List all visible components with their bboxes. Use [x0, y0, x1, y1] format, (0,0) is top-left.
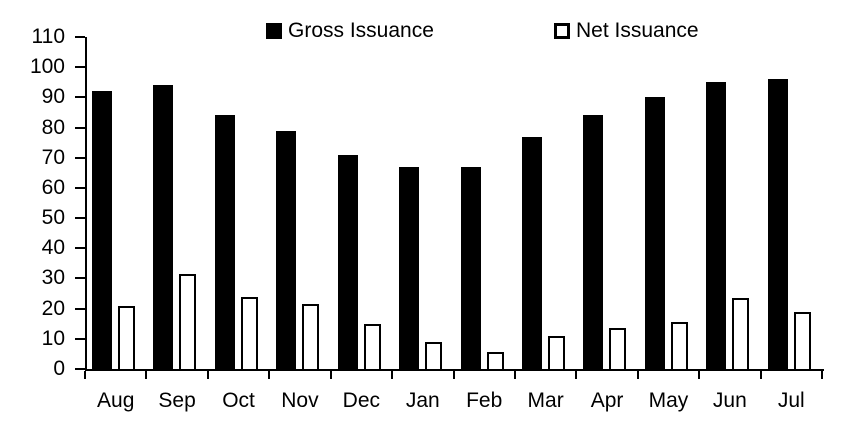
x-axis-month-label: Feb — [466, 389, 503, 412]
y-axis-tick — [75, 277, 85, 280]
net-issuance-bar — [240, 296, 258, 369]
x-axis-tick — [329, 371, 332, 379]
y-axis-tick — [75, 156, 85, 159]
gross-issuance-bar — [153, 85, 174, 369]
x-axis-tick — [84, 371, 86, 379]
x-axis-tick — [206, 371, 209, 379]
legend-item-net-issuance: Net Issuance — [554, 18, 699, 43]
net-issuance-bar — [425, 341, 443, 369]
y-axis-tick-label: 40 — [41, 236, 65, 260]
x-axis-tick — [513, 371, 516, 379]
y-axis-tick — [75, 217, 85, 220]
y-axis-tick — [75, 307, 85, 310]
x-axis-month-label: May — [648, 389, 689, 412]
legend-item-gross-issuance: Gross Issuance — [266, 18, 434, 43]
y-axis-tick — [75, 66, 85, 69]
y-axis-tick-label: 90 — [41, 85, 65, 109]
net-issuance-bar — [670, 322, 688, 369]
x-axis-month-label: Sep — [158, 389, 196, 412]
y-axis-tick-label: 80 — [41, 115, 65, 139]
x-axis-month-label: Jan — [405, 389, 440, 412]
y-axis-tick — [75, 126, 85, 129]
x-axis-tick — [452, 371, 455, 379]
y-axis-tick-label: 10 — [41, 326, 65, 350]
y-axis-tick-label: 70 — [41, 145, 65, 169]
net-issuance-bar — [732, 298, 750, 369]
gross-issuance-bar — [214, 115, 235, 369]
x-axis-month-label: Jun — [712, 389, 747, 412]
y-axis-tick-label: 60 — [41, 175, 65, 199]
x-axis-month-label: Apr — [590, 389, 624, 412]
y-axis-tick — [75, 36, 85, 38]
net-issuance-bar — [793, 311, 811, 369]
x-axis-month-label: Dec — [342, 389, 381, 412]
y-axis-tick-label: 100 — [29, 55, 65, 79]
gross-issuance-bar — [644, 97, 665, 369]
net-issuance-bar — [302, 304, 320, 369]
legend-label-net-issuance: Net Issuance — [576, 19, 699, 42]
net-issuance-bar — [363, 323, 381, 369]
gross-issuance-bar — [399, 166, 420, 369]
y-axis-tick — [75, 368, 85, 370]
y-axis-tick-label: 50 — [41, 206, 65, 230]
legend-label-gross-issuance: Gross Issuance — [288, 19, 434, 42]
gross-issuance-bar — [767, 79, 788, 369]
gross-issuance-bar — [92, 91, 112, 369]
gross-issuance-bar — [337, 154, 358, 369]
x-axis-tick — [268, 371, 271, 379]
x-axis-tick — [145, 371, 148, 379]
net-issuance-bar — [547, 335, 565, 369]
y-axis-tick-label: 110 — [31, 25, 65, 48]
gross-issuance-bar — [583, 115, 604, 369]
y-axis-tick-label: 30 — [41, 266, 65, 290]
gross-issuance-bar — [706, 82, 727, 369]
x-axis-month-label: Aug — [97, 389, 135, 412]
net-issuance-bar — [609, 328, 627, 369]
net-issuance-bar — [486, 352, 504, 369]
gross-issuance-bar — [276, 130, 297, 369]
y-axis-tick — [75, 96, 85, 99]
y-axis-line — [85, 37, 87, 371]
gross-issuance-swatch-icon — [266, 22, 282, 39]
x-axis-tick — [698, 371, 701, 379]
x-axis-tick — [759, 371, 762, 379]
x-axis-tick — [821, 371, 823, 379]
y-axis-tick-label: 20 — [41, 296, 65, 320]
x-axis-line — [85, 369, 824, 371]
x-axis-tick — [636, 371, 639, 379]
x-axis-month-label: Nov — [281, 389, 319, 412]
x-axis-tick — [391, 371, 394, 379]
y-axis-tick-label: 0 — [53, 357, 65, 380]
gross-issuance-bar — [460, 166, 481, 369]
x-axis-month-label: Jul — [777, 389, 805, 412]
net-issuance-bar — [118, 305, 135, 369]
net-issuance-bar — [179, 273, 197, 369]
gross-issuance-bar — [521, 136, 542, 369]
x-axis-month-label: Mar — [527, 389, 564, 412]
x-axis-month-label: Oct — [222, 389, 255, 412]
net-issuance-swatch-icon — [554, 22, 570, 39]
plot-area: 0 10 20 30 40 50 60 70 80 90 100 110 Aug Sep Oct Nov Dec… — [30, 26, 824, 412]
y-axis-tick — [75, 247, 85, 250]
x-axis-tick — [575, 371, 578, 379]
y-axis-tick — [75, 337, 85, 340]
y-axis-tick — [75, 186, 85, 189]
